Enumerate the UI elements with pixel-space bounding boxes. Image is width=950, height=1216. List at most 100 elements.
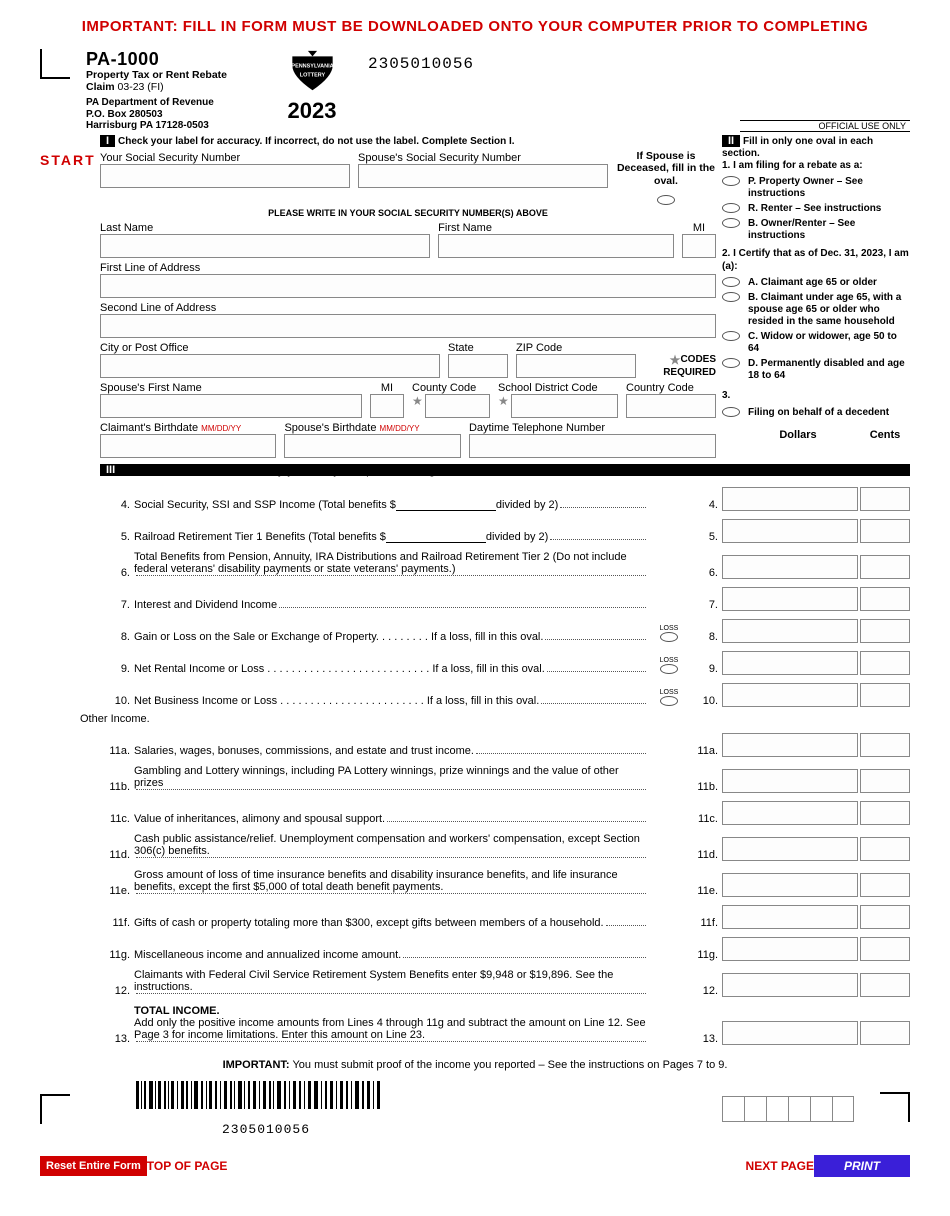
cents-input[interactable] <box>860 683 910 707</box>
loss-oval[interactable] <box>660 696 678 706</box>
addr1-input[interactable] <box>100 274 716 298</box>
blank-underline[interactable] <box>396 499 496 511</box>
line-text: Social Security, SSI and SSP Income (Tot… <box>134 499 396 511</box>
county-code-input[interactable] <box>425 394 490 418</box>
filing-option-oval[interactable] <box>722 292 740 302</box>
cents-input[interactable] <box>860 487 910 511</box>
cents-input[interactable] <box>860 837 910 861</box>
cents-input[interactable] <box>860 651 910 675</box>
cents-input[interactable] <box>860 519 910 543</box>
crop-mark-tl <box>40 49 70 79</box>
zip-input[interactable] <box>516 354 636 378</box>
ssn-input[interactable] <box>100 164 350 188</box>
line-number: 13. <box>100 1033 130 1045</box>
filing-option-oval[interactable] <box>722 176 740 186</box>
spouse-mi-input[interactable] <box>370 394 404 418</box>
claimant-bd-input[interactable] <box>100 434 276 458</box>
line-number: 5. <box>100 531 130 543</box>
line-number: 12. <box>100 985 130 997</box>
line-number-right: 10. <box>690 695 718 707</box>
form-revision: 03-23 (FI) <box>118 81 164 93</box>
dollars-input[interactable] <box>722 587 858 611</box>
section-1-box: I <box>100 135 115 147</box>
dollars-input[interactable] <box>722 905 858 929</box>
q3-oval[interactable] <box>722 407 740 417</box>
q2-text: I Certify that as of Dec. 31, 2023, I am… <box>722 248 909 272</box>
addr2-label: Second Line of Address <box>100 302 716 314</box>
loss-oval[interactable] <box>660 664 678 674</box>
cents-input[interactable] <box>860 1021 910 1045</box>
cents-input[interactable] <box>860 873 910 897</box>
addr1-label: First Line of Address <box>100 262 716 274</box>
school-code-input[interactable] <box>511 394 618 418</box>
line-number: 11g. <box>100 949 130 961</box>
section-2-instr: Fill in only one oval in each section. <box>722 136 873 159</box>
cents-input[interactable] <box>860 769 910 793</box>
q1-num: 1. <box>722 160 730 171</box>
q3-num: 3. <box>722 390 730 401</box>
cents-input[interactable] <box>860 937 910 961</box>
next-page-button[interactable]: NEXT PAGE <box>746 1159 814 1173</box>
line-text: Net Rental Income or Loss . . . . . . . … <box>134 663 545 675</box>
line-number: 6. <box>100 567 130 579</box>
cents-input[interactable] <box>860 905 910 929</box>
dollars-input[interactable] <box>722 733 858 757</box>
filing-option-oval[interactable] <box>722 218 740 228</box>
lottery-icon: PENNSYLVANIA LOTTERY <box>285 49 340 95</box>
cents-input[interactable] <box>860 555 910 579</box>
line-number: 11a. <box>100 745 130 757</box>
filing-option-oval[interactable] <box>722 203 740 213</box>
filing-option-oval[interactable] <box>722 358 740 368</box>
line-number-right: 11g. <box>690 949 718 961</box>
dollars-input[interactable] <box>722 937 858 961</box>
cents-input[interactable] <box>860 619 910 643</box>
dollars-input[interactable] <box>722 973 858 997</box>
first-name-label: First Name <box>438 222 674 234</box>
filing-option-oval[interactable] <box>722 277 740 287</box>
last-name-input[interactable] <box>100 234 430 258</box>
cents-input[interactable] <box>860 801 910 825</box>
mmddyy-2: MM/DD/YY <box>380 424 420 433</box>
dollars-input[interactable] <box>722 683 858 707</box>
spouse-ssn-input[interactable] <box>358 164 608 188</box>
dollars-input[interactable] <box>722 555 858 579</box>
addr2-input[interactable] <box>100 314 716 338</box>
line-number-right: 13. <box>690 1033 718 1045</box>
cents-input[interactable] <box>860 973 910 997</box>
dollars-input[interactable] <box>722 487 858 511</box>
mi-label: MI <box>682 222 716 234</box>
country-code-input[interactable] <box>626 394 716 418</box>
loss-oval[interactable] <box>660 632 678 642</box>
dollars-input[interactable] <box>722 651 858 675</box>
print-button[interactable]: PRINT <box>814 1155 910 1177</box>
dollars-input[interactable] <box>722 519 858 543</box>
svg-text:LOTTERY: LOTTERY <box>299 72 325 78</box>
mi-input[interactable] <box>682 234 716 258</box>
footer-note-bold: IMPORTANT: <box>223 1059 290 1071</box>
county-code-label: County Code <box>412 382 490 394</box>
line-text: Add only the positive income amounts fro… <box>134 1017 648 1041</box>
line-text: Gross amount of loss of time insurance b… <box>134 869 648 893</box>
dollars-input[interactable] <box>722 873 858 897</box>
top-of-page-button[interactable]: TOP OF PAGE <box>147 1159 228 1173</box>
dollars-input[interactable] <box>722 769 858 793</box>
dollars-input[interactable] <box>722 837 858 861</box>
ssn-label: Your Social Security Number <box>100 152 350 164</box>
blank-underline[interactable] <box>386 531 486 543</box>
filing-option-oval[interactable] <box>722 331 740 341</box>
state-input[interactable] <box>448 354 508 378</box>
line-text: Claimants with Federal Civil Service Ret… <box>134 969 648 993</box>
first-name-input[interactable] <box>438 234 674 258</box>
spouse-bd-input[interactable] <box>284 434 460 458</box>
dollars-input[interactable] <box>722 619 858 643</box>
reset-form-button[interactable]: Reset Entire Form <box>40 1156 147 1176</box>
dollars-input[interactable] <box>722 1021 858 1045</box>
spouse-deceased-oval[interactable] <box>657 195 675 205</box>
city-input[interactable] <box>100 354 440 378</box>
cents-input[interactable] <box>860 733 910 757</box>
phone-input[interactable] <box>469 434 716 458</box>
spouse-first-input[interactable] <box>100 394 362 418</box>
dollars-input[interactable] <box>722 801 858 825</box>
cents-input[interactable] <box>860 587 910 611</box>
spouse-bd-label: Spouse's Birthdate <box>284 422 376 434</box>
